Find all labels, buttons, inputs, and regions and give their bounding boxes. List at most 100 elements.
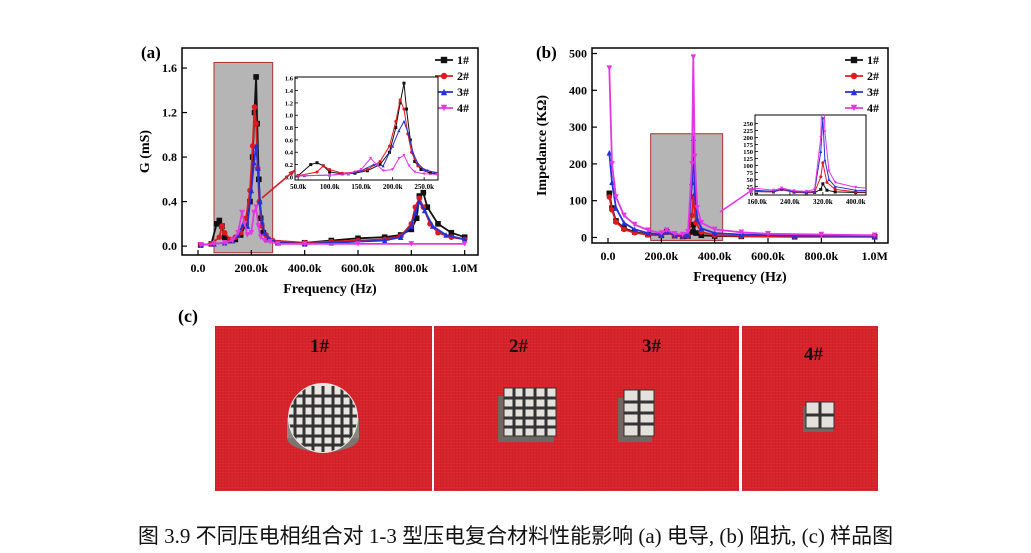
data-point	[257, 234, 264, 240]
data-point	[421, 207, 428, 214]
data-point	[251, 104, 258, 110]
data-point	[613, 205, 619, 211]
inset-data-point	[407, 164, 411, 168]
data-point	[631, 221, 638, 228]
data-point	[408, 226, 415, 233]
data-point	[253, 120, 259, 127]
sample-label-4: 4#	[804, 344, 823, 365]
data-point	[698, 225, 705, 232]
inset-data-point	[402, 119, 406, 123]
zoom-arrow	[719, 187, 756, 213]
inset-data-point	[454, 174, 457, 177]
data-point	[685, 229, 691, 235]
data-point	[621, 212, 627, 219]
inset-data-point	[387, 144, 391, 148]
panel-c-label: (c)	[178, 306, 198, 326]
inset-y-tick-label: 1.0	[285, 113, 293, 120]
legend-marker	[440, 72, 448, 80]
data-point	[443, 232, 449, 238]
y-tick-label: 0	[581, 230, 587, 244]
inset-data-point	[435, 172, 438, 176]
data-point	[424, 204, 431, 210]
data-point	[275, 241, 281, 247]
inset-data-point	[328, 168, 332, 172]
inset-data-point	[854, 185, 858, 189]
series-3	[606, 135, 878, 239]
zoom-arrow-head	[288, 170, 295, 177]
panel-label: (b)	[536, 43, 557, 62]
data-point	[216, 217, 223, 224]
inset-series-3	[755, 116, 866, 194]
inset-y-tick-label: 0.6	[285, 137, 294, 144]
data-point	[229, 237, 236, 244]
x-tick-label: 200.0k	[234, 261, 268, 275]
data-point	[381, 237, 388, 244]
legend-marker	[850, 88, 858, 96]
data-point	[645, 227, 651, 233]
series-4	[197, 204, 468, 248]
inset-data-point	[381, 169, 385, 173]
data-point	[408, 241, 415, 247]
inset-data-point	[823, 158, 827, 162]
legend: 1# 2# 3# 4#	[435, 53, 469, 115]
inset-y-tick-label: 200	[743, 135, 753, 142]
inset-data-point	[731, 182, 734, 185]
data-point	[690, 221, 697, 228]
sample-photos: 1# 2# 3#	[0, 318, 1031, 498]
inset-x-tick-label: 400.0k	[846, 198, 866, 206]
inset-x-tick-label: 100.0k	[320, 183, 340, 191]
data-point	[255, 223, 262, 229]
data-point	[461, 236, 468, 243]
inset-y-tick-label: 0.2	[285, 162, 293, 169]
inset-data-point	[821, 55, 824, 58]
legend-label: 3#	[457, 85, 469, 99]
inset-data-point	[813, 189, 817, 193]
y-tick-label: 0.8	[162, 150, 177, 164]
x-tick-label: 1.0M	[452, 261, 478, 275]
inset-data-point	[833, 187, 837, 191]
data-point	[609, 161, 615, 167]
inset-y-tick-label: 1.2	[285, 100, 293, 107]
y-tick-label: 0.4	[162, 195, 177, 209]
inset-data-point	[406, 132, 410, 136]
inset-data-point	[402, 153, 406, 157]
inset-x-tick-label: 320.0k	[813, 198, 833, 206]
data-point	[690, 54, 697, 60]
inset-data-point	[823, 130, 827, 134]
data-point	[197, 242, 204, 248]
inset-data-point	[402, 107, 406, 111]
inset-data-point	[821, 116, 825, 120]
legend-marker	[440, 104, 448, 112]
inset-y-tick-label: 0	[750, 191, 753, 198]
x-tick-label: 400.0k	[698, 249, 732, 263]
inset-data-point	[454, 174, 457, 177]
sample-label-2: 2#	[509, 336, 528, 357]
impedance-chart: 0.0 200.0k 400.0k 600.0k 800.0k 1.0M 0 100 200 30…	[535, 43, 889, 285]
figure-caption: 图 3.9 不同压电相组合对 1-3 型压电复合材料性能影响 (a) 电导, (…	[137, 524, 894, 548]
inset-data-point	[819, 149, 823, 153]
inset-data-point	[398, 101, 402, 105]
data-point	[264, 236, 271, 243]
y-axis-label: Impedance (KΩ)	[535, 95, 550, 196]
legend-marker	[440, 88, 448, 96]
legend-marker	[850, 104, 858, 112]
data-point	[679, 231, 686, 238]
legend-label: 2#	[867, 69, 879, 83]
inset-data-point	[413, 170, 417, 174]
x-axis-label: Frequency (Hz)	[283, 282, 377, 297]
data-point	[261, 237, 268, 244]
inset-data-point	[302, 174, 306, 178]
data-point	[606, 194, 613, 200]
data-point	[253, 204, 259, 210]
data-point	[397, 234, 404, 240]
inset-data-point	[454, 174, 457, 177]
inset-y-tick-label: 125	[743, 156, 754, 163]
inset-data-point	[833, 190, 837, 194]
data-point	[711, 226, 718, 233]
x-tick-label: 800.0k	[804, 249, 838, 263]
inset-data-point	[328, 173, 332, 177]
data-point	[255, 165, 261, 171]
data-point	[698, 219, 705, 226]
x-tick-label: 400.0k	[288, 261, 322, 275]
data-point	[871, 232, 878, 239]
